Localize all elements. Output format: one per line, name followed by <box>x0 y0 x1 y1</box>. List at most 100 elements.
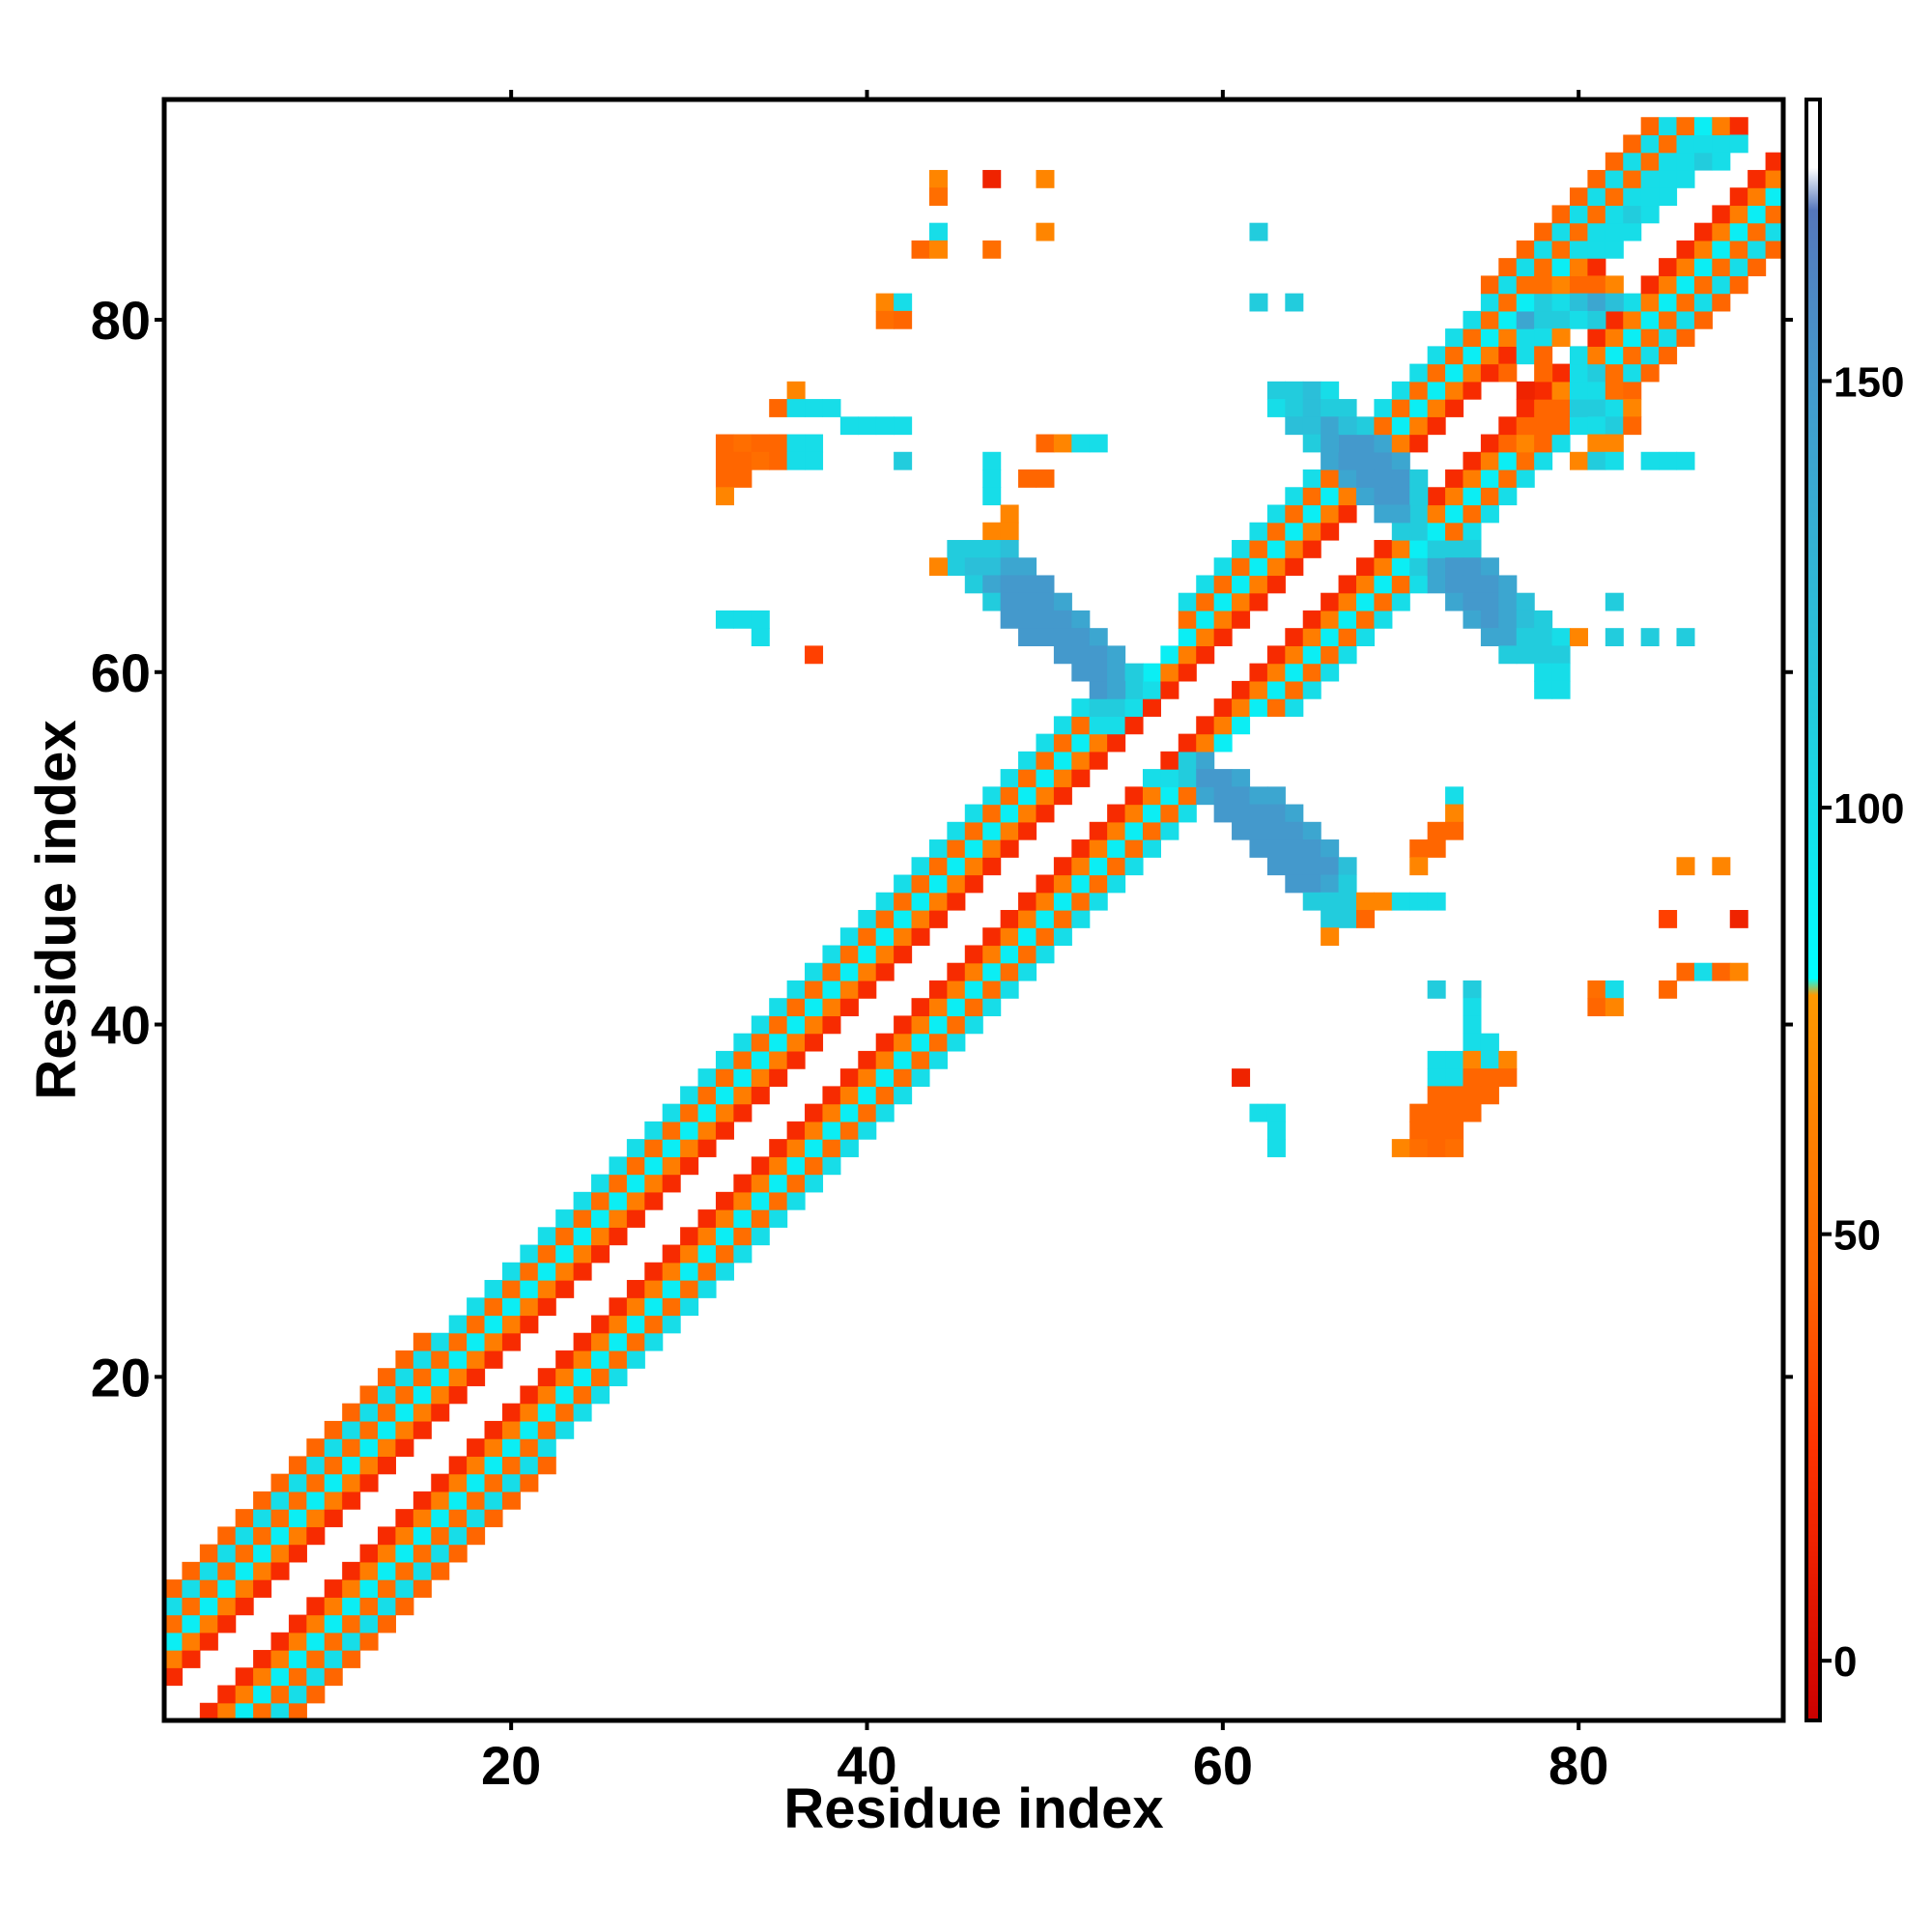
heatmap-cell <box>982 539 1002 558</box>
heatmap-cell <box>1036 874 1055 894</box>
heatmap-cell <box>1498 592 1518 611</box>
y-tick-label: 80 <box>91 290 151 351</box>
heatmap-cell <box>1463 346 1482 365</box>
heatmap-cell <box>1266 821 1286 840</box>
heatmap-cell <box>1409 363 1429 383</box>
heatmap-cell <box>1355 892 1375 911</box>
heatmap-cell <box>1000 927 1019 947</box>
heatmap-cell <box>324 1456 343 1475</box>
heatmap-cell <box>805 1139 824 1157</box>
heatmap-cell <box>1765 205 1784 224</box>
heatmap-cell <box>555 1280 575 1298</box>
heatmap-cell <box>609 1368 628 1387</box>
heatmap-cell <box>1089 698 1108 717</box>
heatmap-cell <box>947 892 966 911</box>
heatmap-cell <box>715 487 734 506</box>
heatmap-cell <box>1480 610 1499 629</box>
heatmap-cell <box>662 1174 681 1193</box>
heatmap-cell <box>1765 169 1784 188</box>
heatmap-cell <box>875 1086 895 1105</box>
heatmap-cell <box>1480 275 1499 295</box>
heatmap-cell <box>1302 892 1321 911</box>
heatmap-cell <box>1463 1086 1482 1105</box>
heatmap-cell <box>733 1174 753 1193</box>
heatmap-cell <box>1676 117 1695 136</box>
heatmap-cell <box>680 1139 699 1157</box>
heatmap-cell <box>1213 575 1233 594</box>
heatmap-cell <box>1196 645 1215 665</box>
heatmap-cell <box>1712 240 1731 259</box>
heatmap-cell <box>1445 557 1464 577</box>
heatmap-cell <box>378 1403 397 1422</box>
heatmap-cell <box>733 469 753 488</box>
heatmap-cell <box>1676 240 1695 259</box>
heatmap-cell <box>1498 469 1518 488</box>
heatmap-cell <box>270 1632 290 1651</box>
heatmap-cell <box>288 1614 307 1634</box>
heatmap-cell <box>1747 187 1767 207</box>
heatmap-cell <box>1124 821 1144 840</box>
heatmap-cell <box>1321 857 1340 876</box>
heatmap-cell <box>378 1420 397 1439</box>
heatmap-cell <box>1534 610 1553 629</box>
heatmap-cell <box>1534 663 1553 682</box>
heatmap-cell <box>1374 557 1393 577</box>
heatmap-cell <box>928 1033 948 1052</box>
heatmap-cell <box>1605 205 1624 224</box>
heatmap-cell <box>1338 399 1357 417</box>
heatmap-cell <box>1071 874 1091 894</box>
heatmap-cell <box>359 1614 379 1634</box>
heatmap-cell <box>484 1350 503 1369</box>
heatmap-cell <box>1232 821 1251 840</box>
heatmap-cell <box>1534 451 1553 470</box>
heatmap-cell <box>1409 434 1429 453</box>
heatmap-cell <box>1285 857 1304 876</box>
heatmap-cell <box>1640 134 1660 154</box>
heatmap-cell <box>591 1209 611 1228</box>
heatmap-cell <box>1463 998 1482 1017</box>
heatmap-cell <box>1391 381 1410 400</box>
heatmap-cell <box>164 1667 184 1687</box>
heatmap-cell <box>662 1297 681 1317</box>
heatmap-cell <box>839 945 859 964</box>
heatmap-cell <box>1178 786 1197 806</box>
heatmap-cell <box>1551 293 1571 312</box>
heatmap-cell <box>1445 539 1464 558</box>
heatmap-cell <box>431 1332 450 1351</box>
heatmap-cell <box>1587 169 1606 188</box>
heatmap-cell <box>644 1262 664 1281</box>
heatmap-cell <box>1036 769 1055 787</box>
heatmap-cell <box>1018 769 1037 787</box>
heatmap-cell <box>1089 716 1108 735</box>
heatmap-cell <box>1605 998 1624 1017</box>
heatmap-cell <box>858 1103 877 1122</box>
heatmap-cell <box>342 1456 361 1475</box>
heatmap-cell <box>1445 522 1464 541</box>
heatmap-cell <box>1124 698 1144 717</box>
heatmap-cell <box>1516 645 1535 665</box>
heatmap-cell <box>555 1368 575 1387</box>
heatmap-cell <box>697 1227 717 1246</box>
heatmap-cell <box>270 1685 290 1704</box>
heatmap-cell <box>751 1227 770 1246</box>
heatmap-cell <box>1409 504 1429 524</box>
heatmap-cell <box>894 1086 913 1105</box>
heatmap-cell <box>1391 469 1410 488</box>
heatmap-cell <box>786 381 806 400</box>
heatmap-cell <box>715 469 734 488</box>
heatmap-cell <box>1178 663 1197 682</box>
heatmap-cell <box>342 1597 361 1616</box>
heatmap-cell <box>235 1702 254 1721</box>
heatmap-cell <box>484 1332 503 1351</box>
heatmap-cell <box>751 1033 770 1052</box>
heatmap-cell <box>1551 645 1571 665</box>
heatmap-cell <box>1391 451 1410 470</box>
heatmap-cell <box>1178 610 1197 629</box>
heatmap-cell <box>520 1456 539 1475</box>
heatmap-cell <box>1053 434 1072 453</box>
heatmap-cell <box>1445 786 1464 806</box>
heatmap-cell <box>1124 804 1144 823</box>
heatmap-cell <box>964 539 983 558</box>
heatmap-cell <box>1480 575 1499 594</box>
heatmap-cell <box>680 1103 699 1122</box>
